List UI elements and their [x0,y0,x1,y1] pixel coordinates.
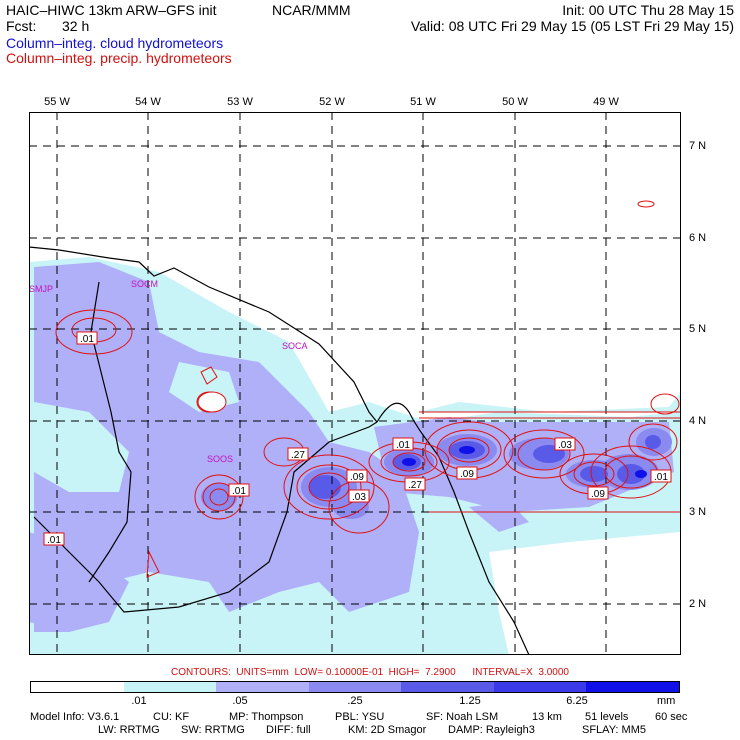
model-info-cu: CU: KF [153,711,190,723]
model-info-timestep: 60 sec [655,711,688,723]
station-labels: SMJP SOCM SOCA SOOS [29,279,308,464]
contour-label: .01 [228,483,250,497]
lat-label: 7 N [689,140,707,152]
model-info-lw: LW: RRTMG [98,724,160,736]
contour-label: .01 [392,437,414,451]
colorbar-tick: .05 [232,695,248,707]
cloud-fill-mid [29,262,674,632]
svg-text:.09: .09 [350,472,364,483]
contour-label: .27 [404,477,426,491]
contour-label: .01 [76,331,98,345]
colorbar-segment [216,682,309,692]
svg-text:.27: .27 [408,480,422,491]
svg-text:.09: .09 [460,469,474,480]
station-label: SOCM [131,279,158,289]
svg-text:.03: .03 [558,440,572,451]
colorbar-tick: 1.25 [459,695,481,707]
svg-text:.01: .01 [47,535,61,546]
svg-text:.01: .01 [232,486,246,497]
cloud-fill-intense [309,435,661,499]
lat-label: 6 N [689,232,707,244]
coastlines [29,246,530,655]
lat-label: 4 N [689,415,707,427]
lat-lon-grid [29,112,681,655]
model-info-km: KM: 2D Smagor [348,724,427,736]
fcst-label: Fcst: [6,18,37,34]
svg-text:.09: .09 [591,489,605,500]
contour-label-group: .01 .27 .09 .03 .01 .27 .09 .03 .09 .01 … [43,331,672,546]
lon-label: 54 W [135,96,161,108]
model-info-sw: SW: RRTMG [181,724,245,736]
contour-label: .09 [587,486,609,500]
svg-text:.01: .01 [396,440,410,451]
lon-label: 53 W [227,96,253,108]
map-frame [29,112,681,655]
svg-text:.01: .01 [654,472,668,483]
model-info-levels: 51 levels [585,711,629,723]
contour-label: .09 [346,469,368,483]
precip-contours [55,200,681,578]
cloud-fill-max [402,446,647,478]
colorbar-segment [401,682,494,692]
station-label: SOCA [282,341,308,351]
forecast-map: .01 .27 .09 .03 .01 .27 .09 .03 .09 .01 … [29,112,681,655]
lat-label: 5 N [689,323,707,335]
contour-label: .01 [650,469,672,483]
lat-label: 2 N [689,598,707,610]
lon-label: 50 W [502,96,528,108]
contour-label: .03 [554,437,576,451]
station-label: SOOS [207,454,233,464]
model-title: HAIC–HIWC 13km ARW–GFS init [6,2,217,18]
colorbar [30,681,680,693]
contour-label: .01 [43,532,65,546]
model-info-pbl: PBL: YSU [335,711,385,723]
field-precip-label: Column–integ. precip. hydrometeors [6,50,232,66]
svg-text:.27: .27 [291,450,305,461]
contour-label: .09 [456,466,478,480]
colorbar-segment [123,682,217,692]
model-info-version: Model Info: V3.6.1 [30,711,120,723]
init-time: Init: 00 UTC Thu 28 May 15 [562,2,734,18]
lon-label: 49 W [593,96,619,108]
colorbar-tick: .25 [347,695,363,707]
model-info-sflay: SFLAY: MM5 [582,724,646,736]
field-cloud-label: Column–integ. cloud hydrometeors [6,35,224,51]
contour-label: .03 [348,489,370,503]
colorbar-segment [586,682,680,692]
water-body [197,391,227,413]
model-info-mp: MP: Thompson [229,711,304,723]
colorbar-tick: .01 [131,695,147,707]
lat-label: 3 N [689,506,707,518]
fcst-value: 32 h [62,18,90,34]
colorbar-tick: 6.25 [566,695,588,707]
contours-note: CONTOURS: UNITS=mm LOW= 0.10000E-01 HIGH… [171,667,569,678]
colorbar-segment [308,682,402,692]
contour-label: .27 [287,447,309,461]
model-info-damp: DAMP: Rayleigh3 [448,724,535,736]
colorbar-unit: mm [657,695,676,707]
model-info-sf: SF: Noah LSM [426,711,499,723]
lon-label: 52 W [319,96,345,108]
lon-label: 55 W [44,96,70,108]
svg-text:.03: .03 [352,492,366,503]
model-info-diff: DIFF: full [266,724,311,736]
model-info-res: 13 km [532,711,562,723]
lon-label: 51 W [410,96,436,108]
station-label: SMJP [29,284,53,294]
svg-text:.01: .01 [80,334,94,345]
colorbar-segment [493,682,587,692]
colorbar-segment [31,682,124,692]
org-label: NCAR/MMM [272,2,351,18]
valid-time: Valid: 08 UTC Fri 29 May 15 (05 LST Fri … [410,18,734,34]
